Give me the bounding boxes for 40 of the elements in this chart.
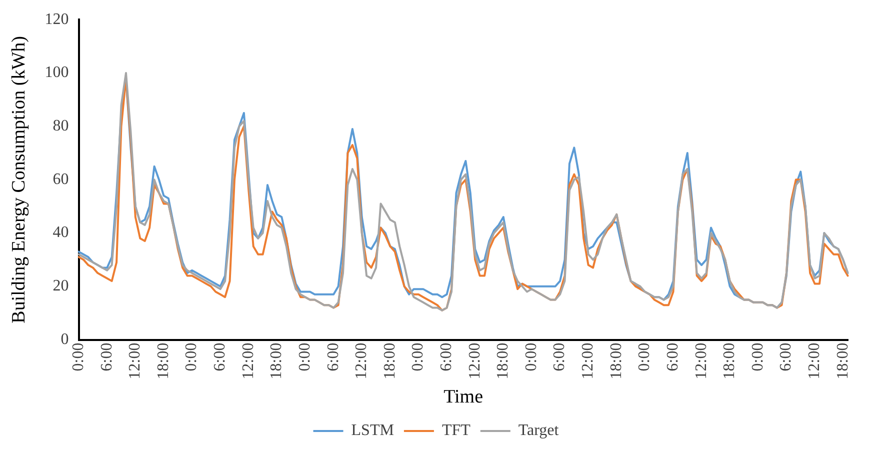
y-tick-label: 20 [52, 278, 69, 295]
x-tick-label: 0:00 [636, 342, 654, 372]
x-tick-label: 18:00 [494, 342, 512, 380]
x-tick-label: 18:00 [268, 342, 286, 380]
x-tick-label: 12:00 [126, 342, 144, 380]
x-tick-label: 0:00 [296, 342, 314, 372]
y-tick-label: 0 [60, 330, 69, 348]
x-tick-label: 0:00 [522, 342, 540, 372]
x-tick-label: 6:00 [212, 342, 229, 372]
x-tick-label: 12:00 [580, 342, 597, 380]
x-axis-title: Time [444, 386, 484, 408]
x-tick-label: 12:00 [466, 342, 484, 380]
x-tick-label: 6:00 [438, 342, 455, 372]
legend-label: LSTM [351, 422, 394, 440]
x-tick-label: 12:00 [692, 342, 710, 380]
y-tick-label: 60 [52, 170, 69, 188]
y-tick-label: 40 [52, 224, 69, 242]
x-tick-label: 12:00 [353, 342, 370, 380]
x-tick-label: 18:00 [608, 342, 625, 380]
x-tick-label: 18:00 [381, 342, 398, 380]
x-tick-label: 0:00 [183, 342, 200, 372]
x-tick-label: 0:00 [749, 342, 766, 372]
y-tick-label: 120 [44, 10, 69, 28]
x-tick-label: 18:00 [834, 342, 852, 380]
x-tick-label: 18:00 [721, 342, 738, 380]
y-tick-label: 100 [44, 64, 69, 82]
x-tick-label: 6:00 [324, 342, 342, 372]
x-tick-label: 6:00 [98, 342, 116, 372]
x-tick-label: 0:00 [70, 342, 88, 372]
x-tick-label: 6:00 [778, 342, 795, 372]
x-tick-label: 0:00 [410, 342, 427, 372]
x-tick-label: 12:00 [240, 342, 257, 380]
x-tick-label: 12:00 [806, 342, 823, 380]
legend-label: Target [518, 422, 560, 440]
x-tick-label: 18:00 [154, 342, 172, 380]
legend-label: TFT [442, 422, 471, 440]
x-tick-label: 6:00 [664, 342, 682, 372]
y-tick-label: 80 [52, 118, 69, 135]
y-axis-title: Building Energy Consumption (kWh) [8, 36, 30, 324]
x-tick-label: 6:00 [551, 342, 568, 372]
